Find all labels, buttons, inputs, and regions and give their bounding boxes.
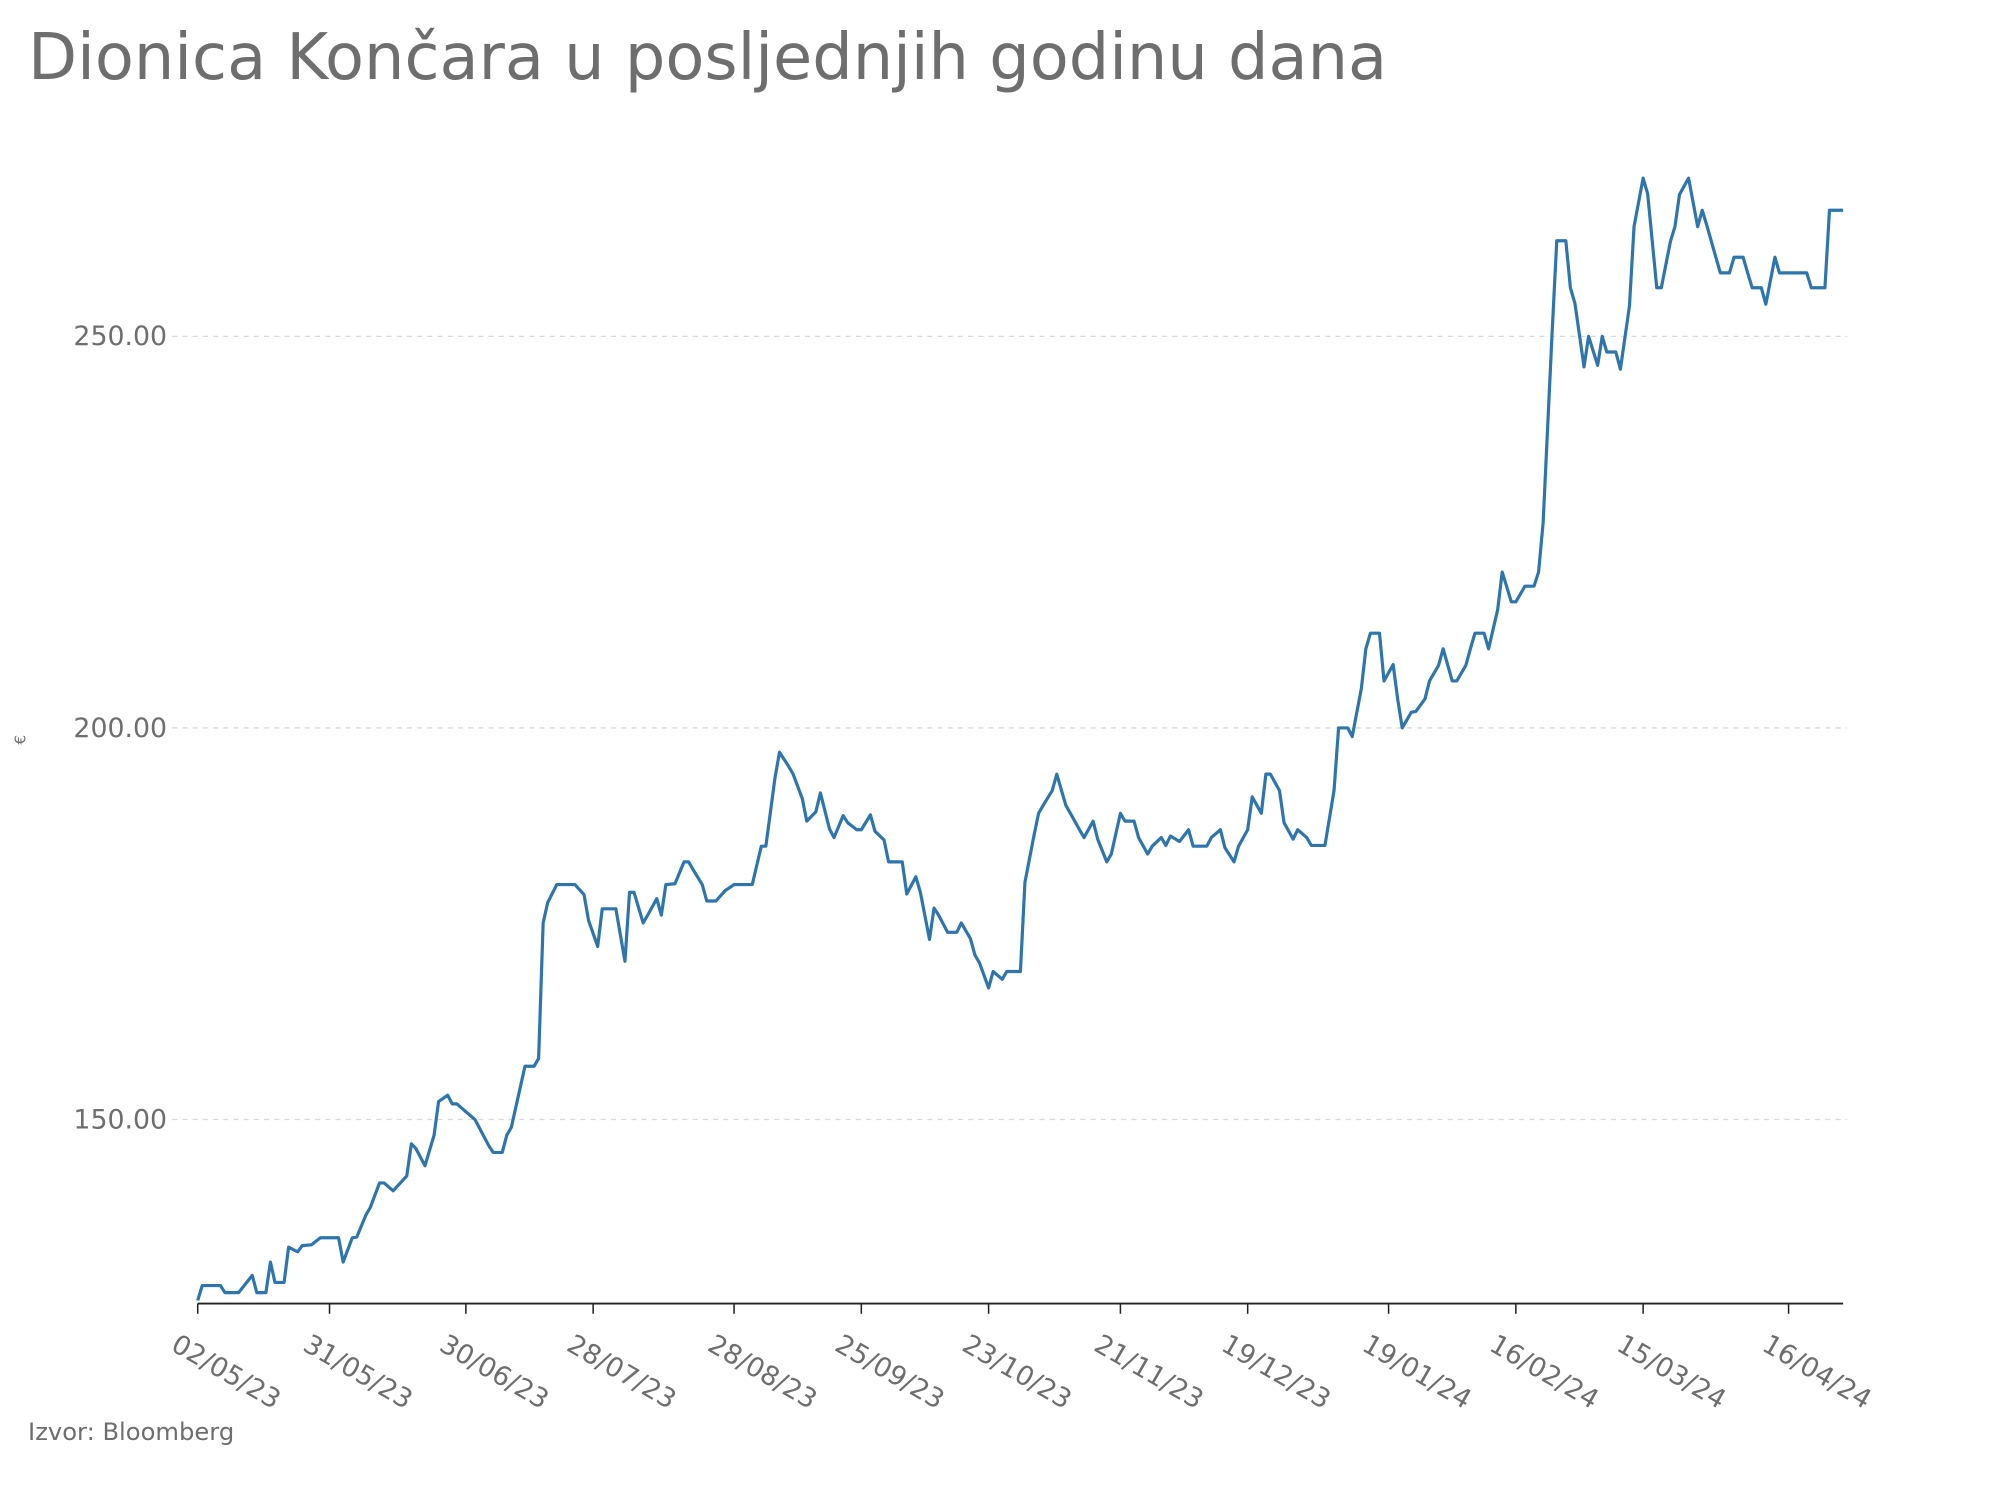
x-tick-label: 31/05/23 (298, 1329, 418, 1416)
x-tick-label: 15/03/24 (1612, 1329, 1732, 1416)
x-tick-label: 28/07/23 (562, 1329, 682, 1416)
x-tick-label: 30/06/23 (434, 1329, 554, 1416)
source: Izvor: Bloomberg (28, 1418, 234, 1446)
x-tick-label: 16/02/24 (1484, 1329, 1604, 1416)
x-tick-label: 25/09/23 (830, 1329, 950, 1416)
x-tick-label: 19/12/23 (1216, 1329, 1336, 1416)
x-tick-label: 02/05/23 (166, 1329, 286, 1416)
x-tick-label: 16/04/24 (1757, 1329, 1877, 1416)
price-line (196, 176, 1844, 1301)
chart-title: Dionica Končara u posljednjih godinu dan… (28, 21, 1387, 95)
y-axis-label: € (12, 735, 30, 745)
y-tick-label: 200.00 (73, 713, 167, 744)
x-tick-label: 28/08/23 (702, 1329, 822, 1416)
x-tick-label: 23/10/23 (957, 1329, 1077, 1416)
y-tick-label: 250.00 (73, 321, 167, 352)
x-tick-label: 19/01/24 (1357, 1329, 1477, 1416)
x-tick-label: 21/11/23 (1089, 1329, 1209, 1416)
y-tick-label: 150.00 (73, 1104, 167, 1135)
